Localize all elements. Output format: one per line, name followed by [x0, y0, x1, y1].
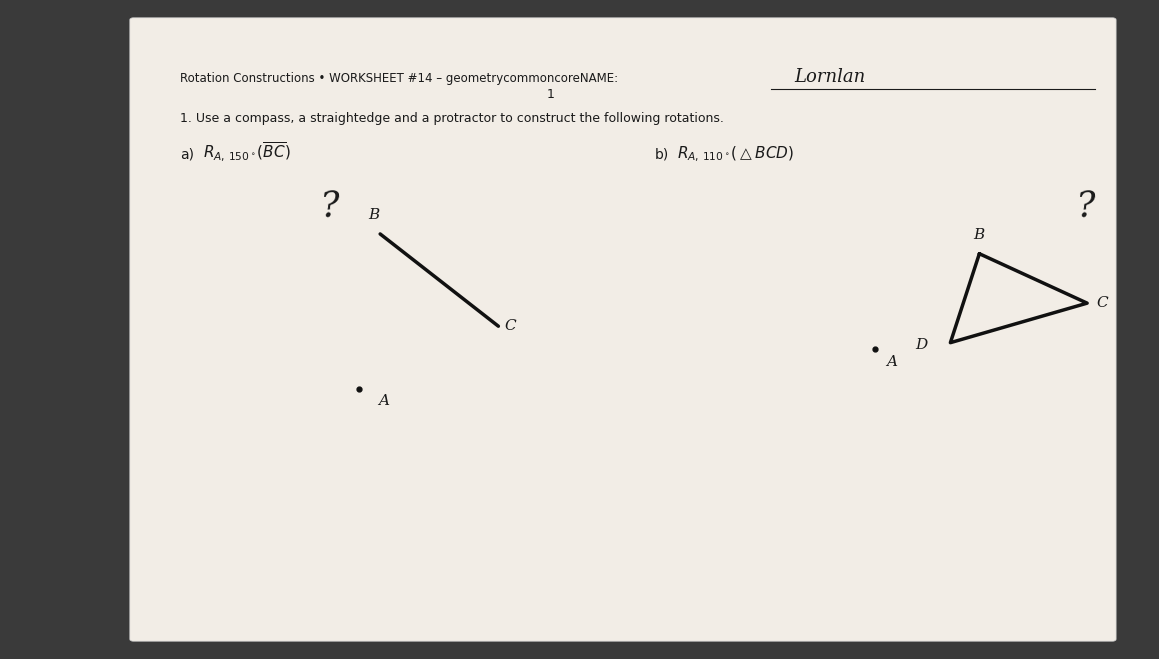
FancyBboxPatch shape — [130, 18, 1116, 641]
Text: Rotation Constructions • WORKSHEET #14 – geometrycommoncoreNAME:: Rotation Constructions • WORKSHEET #14 –… — [180, 72, 618, 86]
Text: C: C — [1096, 296, 1108, 310]
Text: b): b) — [655, 147, 669, 161]
Text: ?: ? — [319, 188, 341, 223]
Text: B: B — [369, 208, 380, 223]
Text: 1. Use a compass, a straightedge and a protractor to construct the following rot: 1. Use a compass, a straightedge and a p… — [180, 112, 723, 125]
Text: A: A — [378, 394, 388, 409]
Text: D: D — [916, 338, 928, 353]
Text: a): a) — [180, 147, 194, 161]
Text: 1: 1 — [547, 88, 554, 101]
Text: A: A — [887, 355, 897, 369]
Text: C: C — [504, 318, 516, 333]
Text: Lornlan: Lornlan — [794, 68, 865, 86]
Text: ?: ? — [1074, 188, 1096, 223]
Text: B: B — [974, 228, 985, 243]
Text: $R_{A,\,110^\circ}(\triangle BCD)$: $R_{A,\,110^\circ}(\triangle BCD)$ — [677, 144, 794, 164]
Text: $R_{A,\,150^\circ}(\overline{BC})$: $R_{A,\,150^\circ}(\overline{BC})$ — [203, 141, 291, 164]
